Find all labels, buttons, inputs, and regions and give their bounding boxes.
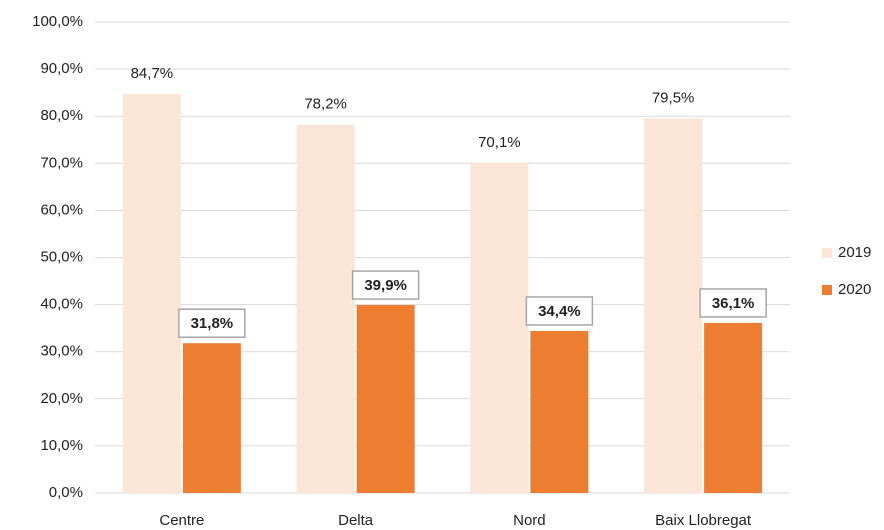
y-tick-label: 100,0%	[32, 13, 83, 30]
data-label: 79,5%	[652, 90, 695, 107]
y-tick-label: 10,0%	[40, 437, 83, 454]
bar	[704, 322, 763, 493]
y-tick-label: 30,0%	[40, 343, 83, 360]
legend-swatch	[822, 248, 832, 258]
y-tick-label: 0,0%	[49, 484, 83, 501]
y-tick-label: 80,0%	[40, 107, 83, 124]
bar	[296, 124, 355, 493]
bar	[530, 330, 589, 493]
bar	[356, 305, 415, 493]
x-tick-label: Baix Llobregat	[655, 512, 752, 529]
data-label-box	[525, 296, 594, 326]
y-tick-label: 40,0%	[40, 296, 83, 313]
y-tick-label: 50,0%	[40, 248, 83, 265]
x-tick-label: Centre	[159, 512, 204, 529]
y-tick-label: 60,0%	[40, 201, 83, 218]
y-tick-label: 70,0%	[40, 154, 83, 171]
data-label: 39,9%	[364, 277, 407, 294]
legend-swatch	[822, 285, 832, 295]
data-label: 36,1%	[712, 295, 755, 312]
x-tick-label: Delta	[338, 512, 374, 529]
y-tick-label: 90,0%	[40, 60, 83, 77]
bar	[470, 162, 529, 494]
data-label-box	[699, 288, 767, 318]
bar	[122, 94, 181, 494]
data-label: 84,7%	[131, 65, 174, 82]
bar	[182, 343, 241, 493]
data-label: 34,4%	[538, 303, 581, 320]
data-label: 78,2%	[304, 96, 347, 113]
data-label-box	[178, 308, 246, 338]
x-tick-label: Nord	[513, 512, 546, 529]
y-tick-label: 20,0%	[40, 390, 83, 407]
data-label-box	[351, 270, 420, 300]
data-label: 31,8%	[191, 315, 234, 332]
data-label: 70,1%	[478, 134, 521, 151]
legend-label: 2020	[838, 281, 871, 298]
legend-label: 2019	[838, 244, 871, 261]
bar	[644, 118, 703, 494]
